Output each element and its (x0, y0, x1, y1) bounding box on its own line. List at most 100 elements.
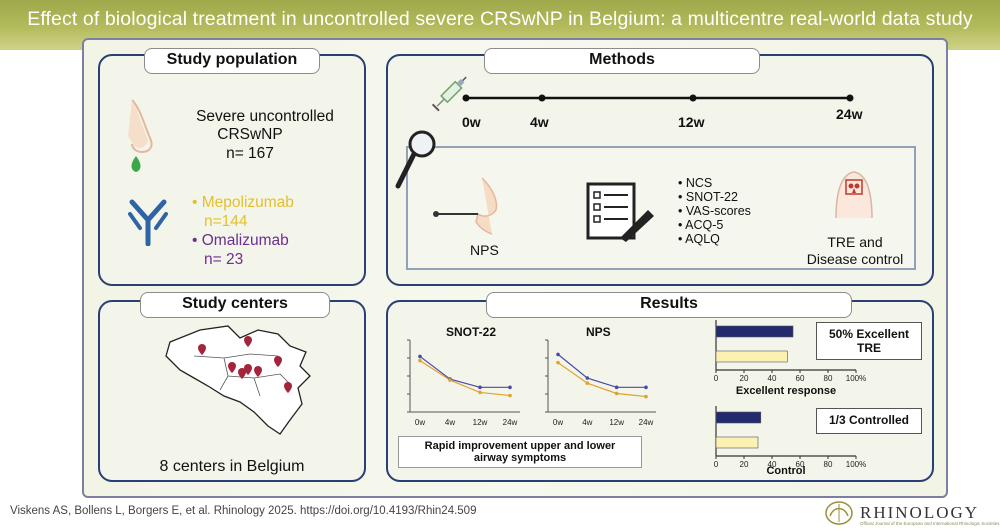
magnifier-icon (395, 130, 436, 189)
bar-tick-label: 100% (846, 460, 866, 469)
center-marker (244, 364, 252, 375)
series-point (614, 391, 619, 396)
excellent-response-label: 50% Excellent TRE (816, 322, 922, 360)
tre-line1: TRE and (827, 234, 883, 250)
series-point (644, 385, 648, 390)
rhinology-logo-icon (825, 501, 853, 525)
study-population-title: Study population (144, 48, 320, 74)
timeline-0w: 0w (462, 114, 481, 130)
bullet-snot22: • SNOT-22 (678, 190, 738, 204)
excellent-label-line2: TRE (857, 341, 881, 355)
endoscope-face-icon (433, 177, 498, 235)
series-point (585, 376, 590, 380)
x-tick-label: 4w (445, 418, 455, 427)
results-title: Results (486, 292, 852, 318)
face-scan-icon (835, 171, 873, 219)
omalizumab-label: • Omalizumab (192, 232, 289, 250)
center-markers (198, 336, 292, 393)
centers-caption: 8 centers in Belgium (159, 458, 305, 475)
x-tick-label: 24w (639, 418, 654, 427)
syringe-icon (431, 76, 467, 112)
bullet-ncs: • NCS (678, 176, 713, 190)
center-marker (254, 366, 262, 377)
center-marker (228, 362, 236, 373)
series-line (419, 355, 510, 388)
series-point (508, 385, 512, 390)
bar-tick-label: 0 (714, 374, 719, 383)
x-tick-label: 12w (473, 418, 488, 427)
x-tick-label: 0w (553, 418, 563, 427)
methods-title: Methods (484, 48, 760, 74)
x-tick-label: 0w (415, 418, 425, 427)
banner-title: Effect of biological treatment in uncont… (27, 8, 973, 30)
bar-tick-label: 80 (824, 374, 833, 383)
results-caption-line1: Rapid improvement upper and lower (424, 440, 616, 452)
series-line (419, 360, 511, 397)
bar (715, 350, 788, 363)
citation: Viskens AS, Bollens L, Borgers E, et al.… (10, 505, 477, 517)
line-chart-title: SNOT-22 (446, 325, 496, 339)
x-tick-label: 4w (582, 418, 592, 427)
checklist-icon (586, 182, 654, 242)
antibody-icon (128, 199, 168, 246)
bar-tick-label: 0 (714, 460, 719, 469)
bar-tick-label: 100% (846, 374, 866, 383)
series-line (557, 353, 646, 388)
timeline-12w: 12w (678, 114, 705, 130)
methods-timeline (462, 94, 854, 102)
center-marker (284, 382, 292, 393)
timeline-24w: 24w (836, 106, 863, 122)
bullet-aqlq: • AQLQ (678, 232, 720, 246)
study-centers-title: Study centers (140, 292, 330, 318)
bar (715, 411, 762, 424)
bar-tick-label: 20 (740, 374, 749, 383)
center-marker (238, 368, 246, 379)
bullet-dot: • (192, 194, 202, 211)
series-point (478, 390, 482, 395)
series-point (585, 381, 590, 385)
bar-axis-label: Excellent response (736, 385, 836, 397)
rhinology-logo-subtitle: Official Journal of the European and Int… (860, 521, 1000, 526)
abstract-frame: Study population Severe uncontrolled CRS… (82, 38, 948, 498)
bar-tick-label: 80 (824, 460, 833, 469)
control-label: 1/3 Controlled (816, 408, 922, 434)
series-point (556, 352, 560, 357)
omalizumab-n: n= 23 (204, 251, 244, 268)
omalizumab-name: Omalizumab (201, 232, 289, 249)
series-point (508, 393, 512, 398)
bar-tick-label: 40 (768, 460, 777, 469)
mepolizumab-n: n=144 (204, 213, 248, 230)
bar-axis-label: Control (766, 465, 805, 477)
results-charts: SNOT-22 0w 4w 12w 24w NPS 0w 4w 12w 24w 0 20 40 60 80 1… (407, 320, 866, 477)
timeline-4w: 4w (530, 114, 549, 130)
series-point (478, 385, 482, 390)
center-marker (274, 356, 282, 367)
series-point (556, 360, 560, 365)
series-point (418, 358, 422, 363)
bar-tick-label: 60 (796, 374, 805, 383)
population-line2: CRSwNP (217, 126, 283, 143)
methods-bullet-list: • NCS • SNOT-22 • VAS-scores • ACQ-5 • A… (678, 176, 751, 246)
bar (715, 436, 759, 449)
population-line3: n= 167 (226, 145, 274, 162)
results-panel: Results SNOT-22 0w 4w 12w 24w NPS 0w 4w 12w 24w 0 2… (386, 292, 934, 482)
mepolizumab-name: Mepolizumab (201, 194, 294, 211)
tre-line2: Disease control (806, 251, 904, 267)
bar-tick-label: 20 (740, 460, 749, 469)
bullet-dot: • (192, 232, 202, 249)
bullet-vas: • VAS-scores (678, 204, 751, 218)
series-point (614, 385, 619, 390)
nose-icon (128, 99, 153, 172)
population-line1: Severe uncontrolled (196, 108, 334, 125)
center-marker (198, 344, 206, 355)
study-centers-panel: Study centers 8 centers in Belgium (98, 292, 366, 482)
study-population-panel: Study population Severe uncontrolled CRS… (98, 48, 366, 286)
series-line (557, 362, 647, 398)
x-tick-label: 24w (503, 418, 518, 427)
results-caption-line2: airway symptoms (473, 452, 567, 464)
bar-tick-label: 60 (796, 460, 805, 469)
drop-icon (131, 156, 141, 172)
bar (715, 325, 794, 338)
bullet-acq5: • ACQ-5 (678, 218, 724, 232)
series-point (418, 354, 422, 359)
